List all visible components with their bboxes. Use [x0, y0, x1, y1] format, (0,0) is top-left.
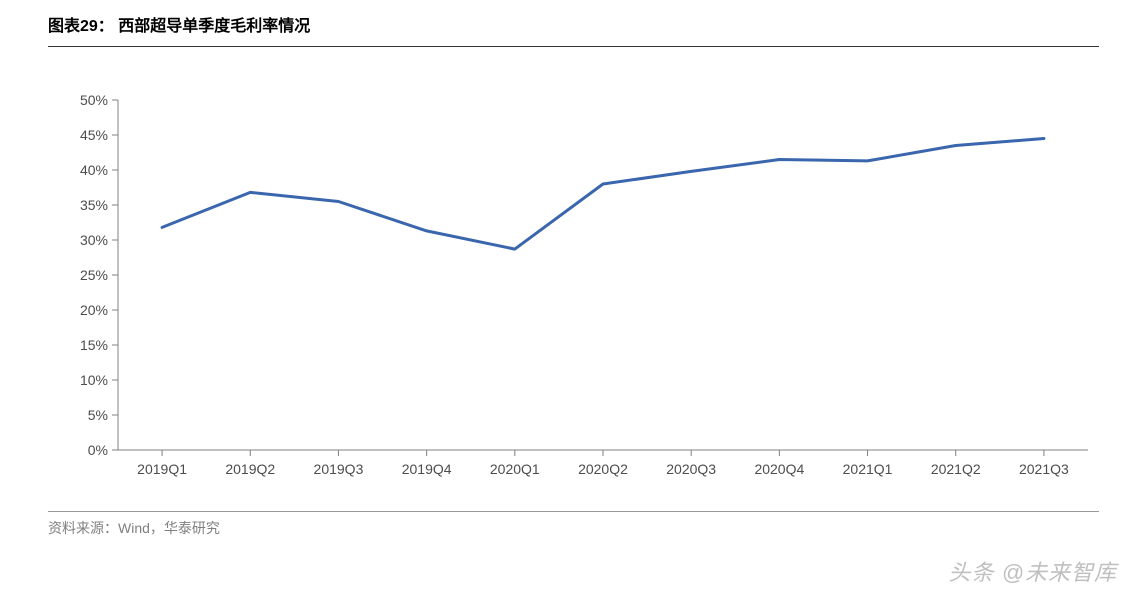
- y-tick-label: 50%: [80, 92, 108, 108]
- x-tick-label: 2019Q4: [402, 461, 452, 477]
- y-tick-label: 10%: [80, 372, 108, 388]
- series-line: [162, 139, 1044, 250]
- watermark-text: 头条 @未来智库: [949, 560, 1117, 585]
- x-tick-label: 2021Q2: [931, 461, 981, 477]
- chart-svg: 0% 5% 10% 15% 20% 25% 30% 35% 40% 45% 50% 2019Q1 201…: [48, 60, 1098, 500]
- x-tick-label: 2021Q1: [843, 461, 893, 477]
- y-tick-label: 25%: [80, 267, 108, 283]
- source-row: 资料来源：Wind，华泰研究: [48, 511, 1099, 538]
- y-tick-label: 40%: [80, 162, 108, 178]
- figure-title: 西部超导单季度毛利率情况: [118, 18, 310, 35]
- y-tick-label: 45%: [80, 127, 108, 143]
- x-tick-label: 2020Q2: [578, 461, 628, 477]
- y-tick-label: 5%: [88, 407, 108, 423]
- x-tick-label: 2020Q4: [754, 461, 804, 477]
- y-tick-label: 20%: [80, 302, 108, 318]
- y-tick-label: 0%: [88, 442, 108, 458]
- source-text: 资料来源：Wind，华泰研究: [48, 520, 220, 536]
- x-tick-label: 2019Q1: [137, 461, 187, 477]
- figure-number: 图表29：: [48, 18, 114, 35]
- y-tick-label: 30%: [80, 232, 108, 248]
- line-chart: 0% 5% 10% 15% 20% 25% 30% 35% 40% 45% 50% 2019Q1 201…: [48, 60, 1098, 500]
- watermark: 头条 @未来智库: [949, 555, 1117, 587]
- x-tick-label: 2019Q2: [225, 461, 275, 477]
- x-tick-label: 2021Q3: [1019, 461, 1069, 477]
- chart-title-row: 图表29： 西部超导单季度毛利率情况: [48, 12, 1099, 47]
- x-tick-label: 2020Q3: [666, 461, 716, 477]
- x-tick-label: 2019Q3: [314, 461, 364, 477]
- y-tick-label: 35%: [80, 197, 108, 213]
- y-tick-label: 15%: [80, 337, 108, 353]
- x-tick-label: 2020Q1: [490, 461, 540, 477]
